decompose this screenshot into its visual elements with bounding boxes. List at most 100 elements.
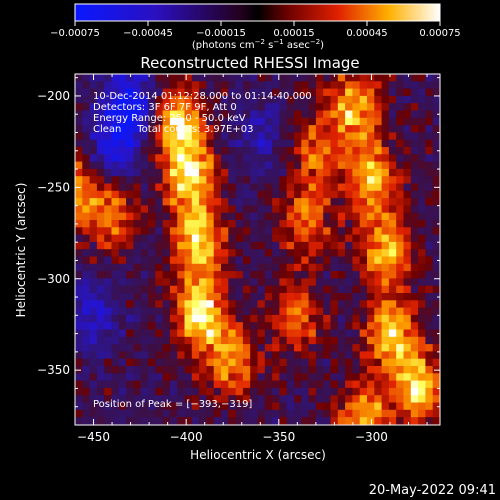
heatmap-cell [301, 395, 310, 404]
heatmap-cell [264, 95, 273, 104]
heatmap-cell [279, 168, 288, 177]
heatmap-cell [359, 139, 368, 148]
heatmap-cell [337, 74, 346, 82]
heatmap-cell [418, 139, 426, 148]
heatmap-cell [162, 234, 171, 243]
heatmap-cell [257, 285, 266, 294]
heatmap-cell [323, 103, 332, 112]
heatmap-cell [242, 103, 251, 112]
heatmap-cell [148, 336, 156, 345]
heatmap-cell [118, 212, 127, 221]
heatmap-cell [242, 125, 251, 133]
heatmap-cell [206, 358, 215, 367]
heatmap-cell [337, 344, 346, 352]
heatmap-cell [155, 88, 164, 97]
heatmap-cell [315, 132, 324, 141]
colorbar-ticks: −0.00075 −0.00045 −0.00015 0.00015 0.00045 0.… [50, 21, 461, 39]
heatmap-cell [118, 278, 127, 287]
heatmap-cell [367, 241, 375, 250]
heatmap-cell [279, 183, 288, 192]
heatmap-cell [155, 74, 164, 82]
heatmap-cell [374, 263, 383, 272]
heatmap-cell [104, 227, 113, 236]
heatmap-cell [403, 307, 412, 316]
heatmap-cell [242, 132, 251, 141]
heatmap-cell [345, 307, 353, 316]
heatmap-cell [235, 176, 244, 185]
heatmap-cell [315, 402, 324, 411]
heatmap-cell [155, 103, 164, 112]
heatmap-cell [96, 300, 105, 309]
heatmap-cell [242, 314, 251, 323]
heatmap-cell [75, 373, 83, 382]
heatmap-cell [177, 117, 186, 126]
heatmap-cell [337, 147, 346, 155]
heatmap-cell [330, 256, 339, 265]
heatmap-cell [162, 351, 171, 360]
heatmap-cell [133, 402, 142, 411]
heatmap-cell [308, 147, 317, 155]
heatmap-cell [367, 161, 375, 170]
heatmap-cell [133, 366, 142, 374]
heatmap-cell [323, 263, 332, 272]
heatmap-cell [330, 278, 339, 287]
heatmap-cell [89, 307, 98, 316]
heatmap-cell [272, 241, 280, 250]
heatmap-cell [264, 103, 273, 112]
heatmap-cell [381, 329, 390, 338]
heatmap-cell [359, 263, 368, 272]
heatmap-cell [199, 293, 207, 301]
heatmap-cell [191, 110, 200, 119]
heatmap-cell [279, 285, 288, 294]
heatmap-cell [118, 271, 127, 279]
heatmap-cell [323, 125, 332, 133]
heatmap-cell [96, 198, 105, 206]
heatmap-cell [381, 402, 390, 411]
heatmap-cell [315, 241, 324, 250]
heatmap-cell [345, 103, 353, 112]
heatmap-cell [75, 95, 83, 104]
heatmap-cell [228, 336, 237, 345]
heatmap-cell [213, 176, 222, 185]
heatmap-cell [264, 212, 273, 221]
heatmap-cell [250, 417, 259, 425]
heatmap-cell [381, 380, 390, 389]
heatmap-cell [272, 300, 280, 309]
heatmap-cell [381, 110, 390, 119]
heatmap-cell [374, 409, 383, 418]
heatmap-cell [206, 190, 215, 199]
heatmap-cell [140, 256, 149, 265]
heatmap-cell [169, 132, 178, 141]
heatmap-cell [89, 198, 98, 206]
heatmap-cell [301, 212, 310, 221]
heatmap-cell [228, 125, 237, 133]
heatmap-cell [184, 256, 193, 265]
heatmap-cell [75, 241, 83, 250]
heatmap-cell [308, 307, 317, 316]
heatmap-cell [162, 380, 171, 389]
heatmap-cell [315, 74, 324, 82]
heatmap-cell [140, 110, 149, 119]
heatmap-cell [177, 409, 186, 418]
heatmap-cell [352, 95, 361, 104]
heatmap-cell [155, 147, 164, 155]
heatmap-cell [337, 88, 346, 97]
heatmap-cell [191, 227, 200, 236]
heatmap-cell [177, 74, 186, 82]
heatmap-cell [118, 74, 127, 82]
heatmap-cell [221, 300, 229, 309]
heatmap-cell [228, 358, 237, 367]
heatmap-cell [221, 271, 229, 279]
heatmap-cell [359, 183, 368, 192]
heatmap-cell [418, 322, 426, 331]
heatmap-cell [199, 336, 207, 345]
heatmap-cell [286, 329, 295, 338]
heatmap-cell [345, 278, 353, 287]
heatmap-cell [162, 227, 171, 236]
heatmap-cell [301, 409, 310, 418]
plot-frame [74, 73, 441, 426]
heatmap-cell [294, 241, 302, 250]
heatmap-cell [359, 322, 368, 331]
heatmap-cell [410, 205, 419, 214]
heatmap-cell [228, 249, 237, 258]
